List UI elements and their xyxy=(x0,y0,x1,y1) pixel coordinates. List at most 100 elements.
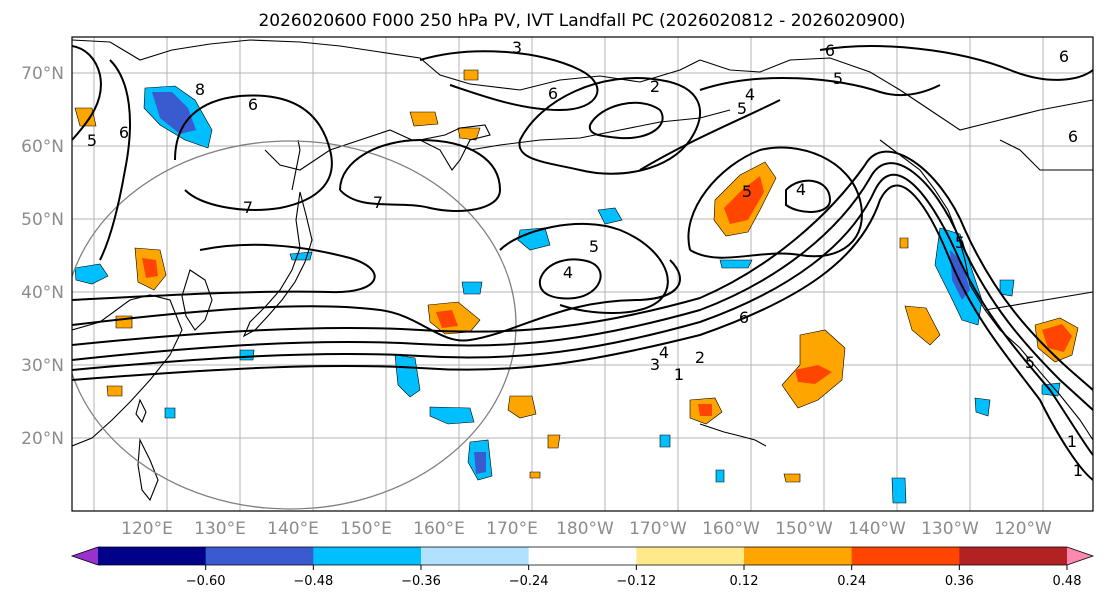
north-america-coastline xyxy=(879,139,1093,441)
colorbar-tick-label: −0.24 xyxy=(509,574,549,589)
positive-anomaly-core xyxy=(142,258,158,278)
lon-label: 160°E xyxy=(413,519,465,539)
pv-contour-line xyxy=(99,59,131,261)
korea-coastline xyxy=(181,269,213,331)
contour-label: 5 xyxy=(589,237,599,256)
contour-label: 1 xyxy=(1073,461,1083,480)
sakhalin-coastline xyxy=(291,139,301,191)
colorbar-segment xyxy=(313,547,422,565)
positive-anomaly-patch xyxy=(529,471,541,479)
positive-anomaly-patch xyxy=(463,69,479,81)
negative-anomaly-patch xyxy=(974,397,991,417)
colorbar-segment xyxy=(744,547,853,565)
positive-anomaly-core xyxy=(795,365,832,384)
negative-anomaly-patch xyxy=(394,354,421,398)
pv-contour-line xyxy=(518,77,701,175)
contour-label: 7 xyxy=(373,193,383,212)
negative-anomaly-patch xyxy=(999,279,1015,297)
contour-label: 4 xyxy=(796,180,806,199)
pv-contour-line xyxy=(687,146,863,259)
pv-contour-line xyxy=(499,222,669,314)
contour-label: 1 xyxy=(1067,432,1077,451)
contour-label: 6 xyxy=(1059,47,1069,66)
positive-anomaly-core xyxy=(436,310,458,328)
colorbar-segment xyxy=(421,547,530,565)
contour-label: 3 xyxy=(650,355,660,374)
contour-label: 6 xyxy=(248,95,258,114)
contour-label: 6 xyxy=(548,84,558,103)
colorbar-outline xyxy=(70,546,1095,566)
pv-contour-line xyxy=(72,184,1093,481)
negative-anomaly-patch xyxy=(164,407,176,419)
pv-contour-line xyxy=(419,50,599,112)
lon-label: 130°W xyxy=(921,519,979,539)
philippines-coastline xyxy=(137,437,159,502)
colorbar-segment xyxy=(636,547,745,565)
colorbar-tick-label: −0.12 xyxy=(616,574,656,589)
pv-contour-line xyxy=(699,76,941,97)
pv-contour-line xyxy=(639,99,781,171)
colorbar-segment xyxy=(851,547,960,565)
aleutian-islands xyxy=(469,109,731,151)
negative-anomaly-patch xyxy=(239,349,255,361)
contour-label: 4 xyxy=(563,263,573,282)
contour-label: 5 xyxy=(742,182,752,201)
pv-contours xyxy=(72,45,1093,481)
negative-anomaly-patch xyxy=(429,406,475,425)
contour-label: 6 xyxy=(119,123,129,142)
negative-anomaly-patch xyxy=(891,477,907,504)
positive-anomaly-patch xyxy=(106,385,123,397)
taiwan-coastline xyxy=(135,398,147,424)
contour-label: 6 xyxy=(739,308,749,327)
contour-label: 5 xyxy=(87,131,97,150)
asia-coastline xyxy=(72,39,701,91)
contour-label: 6 xyxy=(825,41,835,60)
lon-label: 160°W xyxy=(702,519,760,539)
shaded-anomalies xyxy=(74,69,1079,504)
lat-label: 50°N xyxy=(21,210,64,230)
colorbar-extend-low xyxy=(72,547,98,565)
colorbar-tick-label: 0.48 xyxy=(1053,574,1082,589)
contour-label: 3 xyxy=(512,38,522,57)
kamchatka-coastline xyxy=(418,124,491,171)
lon-label: 180°W xyxy=(556,519,614,539)
positive-anomaly-patch xyxy=(507,395,537,419)
negative-anomaly-core xyxy=(950,250,970,300)
lon-label: 140°W xyxy=(848,519,906,539)
contour-label: 2 xyxy=(650,77,660,96)
pv-contour-line xyxy=(785,179,832,213)
lon-label: 170°E xyxy=(486,519,538,539)
japan-coastline xyxy=(242,191,313,338)
figure-title: 2026020600 F000 250 hPa PV, IVT Landfall… xyxy=(258,11,905,31)
lat-label: 70°N xyxy=(21,64,64,84)
negative-anomaly-core xyxy=(474,452,486,474)
contour-label: 2 xyxy=(695,348,705,367)
contour-label: 5 xyxy=(833,69,843,88)
lat-label: 30°N xyxy=(21,356,64,376)
positive-anomaly-patch xyxy=(899,237,909,249)
contour-labels: 3 6 5 6 8 5 6 7 7 2 6 5 4 5 4 5 4 6 2 3 … xyxy=(87,38,1083,480)
map-panel: 3 6 5 6 8 5 6 7 7 2 6 5 4 5 4 5 4 6 2 3 … xyxy=(72,37,1093,511)
negative-anomaly-patch xyxy=(74,263,109,285)
pv-contour-line xyxy=(819,45,1093,81)
colorbar-tick-label: −0.48 xyxy=(293,574,333,589)
contour-label: 5 xyxy=(955,233,965,252)
lat-label: 60°N xyxy=(21,137,64,157)
negative-anomaly-patch xyxy=(461,281,483,295)
colorbar-segment xyxy=(98,547,207,565)
contour-label: 4 xyxy=(745,85,755,104)
lat-label: 20°N xyxy=(21,429,64,449)
coastlines xyxy=(72,39,1093,502)
longitude-labels: 120°E 130°E 140°E 150°E 160°E 170°E 180°… xyxy=(121,519,1052,539)
positive-anomaly-patch xyxy=(409,111,439,127)
pv-contour-line xyxy=(72,259,681,342)
china-coastline xyxy=(72,294,183,447)
positive-anomaly-core xyxy=(724,176,764,224)
contour-label: 5 xyxy=(737,99,747,118)
pv-contour-line xyxy=(538,258,602,300)
pv-contour-line xyxy=(588,101,664,140)
positive-anomaly-core xyxy=(698,404,712,416)
lat-label: 40°N xyxy=(21,283,64,303)
map-frame xyxy=(71,36,1094,512)
